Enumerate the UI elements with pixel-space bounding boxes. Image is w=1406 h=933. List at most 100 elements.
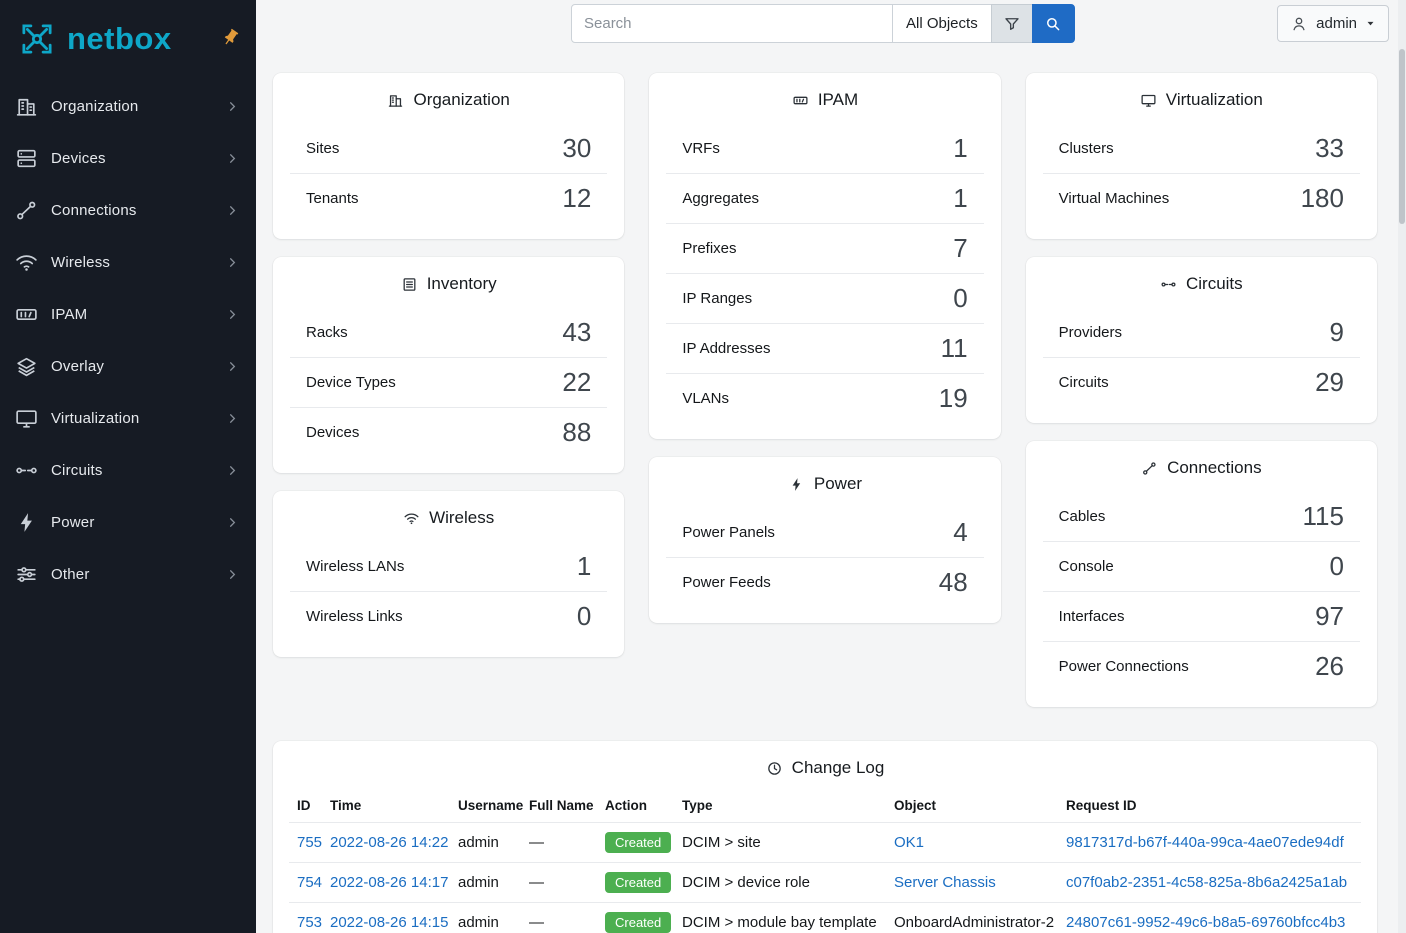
chevron-right-icon <box>225 307 240 322</box>
stat-row-power-connections[interactable]: Power Connections 26 <box>1042 641 1360 691</box>
card-ipam: IPAM VRFs 1 Aggregates 1 Prefixes 7 <box>649 73 1001 439</box>
column-1: Organization Sites 30 Tenants 12 Inv <box>273 73 625 707</box>
stat-row-device-types[interactable]: Device Types 22 <box>290 357 608 407</box>
search-input[interactable] <box>571 4 893 43</box>
stat-row-sites[interactable]: Sites 30 <box>290 123 607 173</box>
scrollbar-track[interactable] <box>1398 0 1406 933</box>
chevron-right-icon <box>225 411 240 426</box>
sidebar-item-virtualization[interactable]: Virtualization <box>0 392 256 444</box>
sidebar-item-other[interactable]: Other <box>0 548 256 600</box>
stat-label: Wireless LANs <box>306 557 405 575</box>
card-title: Inventory <box>273 257 624 307</box>
stat-row-tenants[interactable]: Tenants 12 <box>290 173 608 223</box>
user-menu-button[interactable]: admin <box>1277 5 1389 42</box>
pin-icon[interactable] <box>217 24 243 50</box>
request-id-link[interactable]: c07f0ab2-2351-4c58-825a-8b6a2425a1ab <box>1066 874 1348 891</box>
stat-list: Cables 115 Console 0 Interfaces 97 Power… <box>1042 491 1360 707</box>
stat-label: Tenants <box>306 190 359 207</box>
sidebar-item-wireless[interactable]: Wireless <box>0 236 256 288</box>
server-icon <box>14 146 39 171</box>
object-type-selector[interactable]: All Objects <box>892 4 992 43</box>
lightning-icon <box>788 476 805 493</box>
stat-row-prefixes[interactable]: Prefixes 7 <box>666 223 984 273</box>
card-organization: Organization Sites 30 Tenants 12 <box>273 73 625 239</box>
stat-list: Power Panels 4 Power Feeds 48 <box>666 507 984 623</box>
stat-row-console[interactable]: Console 0 <box>1042 541 1360 591</box>
stat-label: Interfaces <box>1058 608 1125 625</box>
sidebar-item-connections[interactable]: Connections <box>0 184 256 236</box>
change-time-link[interactable]: 2022-08-26 14:22 <box>330 834 449 851</box>
scrollbar-thumb[interactable] <box>1399 49 1405 224</box>
stat-row-interfaces[interactable]: Interfaces 97 <box>1042 591 1360 641</box>
action-badge: Created <box>605 872 672 893</box>
search-button[interactable] <box>1031 4 1075 43</box>
wifi-icon <box>403 510 420 527</box>
card-title: Power <box>649 457 1000 507</box>
cell-action: Created <box>597 903 674 933</box>
sidebar-item-circuits[interactable]: Circuits <box>0 444 256 496</box>
user-label: admin <box>1316 15 1357 32</box>
stat-value: 0 <box>576 601 592 631</box>
card-title: Connections <box>1026 441 1377 491</box>
type-text: DCIM > site <box>682 834 761 851</box>
stat-row-vlans[interactable]: VLANs 19 <box>666 373 984 423</box>
stat-value: 115 <box>1302 500 1344 531</box>
sidebar-item-devices[interactable]: Devices <box>0 132 256 184</box>
card-connections: Connections Cables 115 Console 0 Interfa… <box>1025 441 1377 707</box>
transit-icon <box>1160 276 1177 293</box>
sidebar-item-label: Circuits <box>51 461 103 479</box>
stat-row-ip-ranges[interactable]: IP Ranges 0 <box>666 273 984 323</box>
stat-row-aggregates[interactable]: Aggregates 1 <box>666 173 984 223</box>
stat-row-ip-addresses[interactable]: IP Addresses 11 <box>666 323 984 373</box>
chevron-right-icon <box>225 255 240 270</box>
stat-value: 1 <box>576 550 592 581</box>
column-3: Virtualization Clusters 33 Virtual Machi… <box>1025 73 1377 707</box>
cell-username: admin <box>450 863 521 903</box>
cell-action: Created <box>597 823 674 863</box>
sidebar-item-label: Other <box>51 565 90 583</box>
change-time-link[interactable]: 2022-08-26 14:15 <box>330 914 449 931</box>
change-time-link[interactable]: 2022-08-26 14:17 <box>330 874 449 891</box>
change-id-link[interactable]: 753 <box>297 914 322 931</box>
monitor-icon <box>14 406 39 431</box>
stat-row-power-feeds[interactable]: Power Feeds 48 <box>666 557 984 607</box>
sidebar-item-ipam[interactable]: IPAM <box>0 288 256 340</box>
stat-row-devices[interactable]: Devices 88 <box>290 407 608 457</box>
change-id-link[interactable]: 755 <box>297 834 322 851</box>
stat-row-cables[interactable]: Cables 115 <box>1043 491 1360 541</box>
object-text: OnboardAdministrator-2 <box>894 914 1055 931</box>
object-link[interactable]: Server Chassis <box>894 874 996 891</box>
object-link[interactable]: OK1 <box>894 834 925 851</box>
sidebar-item-label: Virtualization <box>51 409 140 427</box>
stat-value: 9 <box>1329 316 1344 347</box>
stat-row-power-panels[interactable]: Power Panels 4 <box>666 507 983 557</box>
stat-row-wireless-links[interactable]: Wireless Links 0 <box>290 591 608 641</box>
stat-row-racks[interactable]: Racks 43 <box>290 307 607 357</box>
brand-wordmark: netbox <box>67 21 172 56</box>
cell-time: 2022-08-26 14:15 <box>322 903 450 933</box>
sliders-icon <box>14 562 39 587</box>
sidebar-item-power[interactable]: Power <box>0 496 256 548</box>
type-text: DCIM > module bay template <box>682 914 877 931</box>
sidebar-item-overlay[interactable]: Overlay <box>0 340 256 392</box>
building-icon <box>14 94 39 119</box>
sidebar-item-organization[interactable]: Organization <box>0 80 256 132</box>
stat-row-vrfs[interactable]: VRFs 1 <box>666 123 983 173</box>
cell-username: admin <box>450 903 521 933</box>
sidebar-item-label: Organization <box>51 97 139 115</box>
stat-row-wireless-lans[interactable]: Wireless LANs 1 <box>290 541 607 591</box>
card-title-text: Inventory <box>426 274 497 293</box>
stat-value: 11 <box>940 333 968 363</box>
change-id-link[interactable]: 754 <box>297 874 322 891</box>
chevron-right-icon <box>225 99 240 114</box>
request-id-link[interactable]: 24807c61-9952-49c6-b8a5-69760bfcc4b3 <box>1066 914 1346 931</box>
stat-row-providers[interactable]: Providers 9 <box>1043 307 1360 357</box>
col-header-object: Object <box>894 798 937 813</box>
cell-username: admin <box>450 823 521 863</box>
filter-button[interactable] <box>990 4 1033 43</box>
stat-row-virtual-machines[interactable]: Virtual Machines 180 <box>1042 173 1360 223</box>
brand[interactable]: netbox <box>0 0 256 78</box>
stat-row-clusters[interactable]: Clusters 33 <box>1043 123 1360 173</box>
stat-row-circuits[interactable]: Circuits 29 <box>1042 357 1360 407</box>
request-id-link[interactable]: 9817317d-b67f-440a-99ca-4ae07ede94df <box>1066 834 1344 851</box>
